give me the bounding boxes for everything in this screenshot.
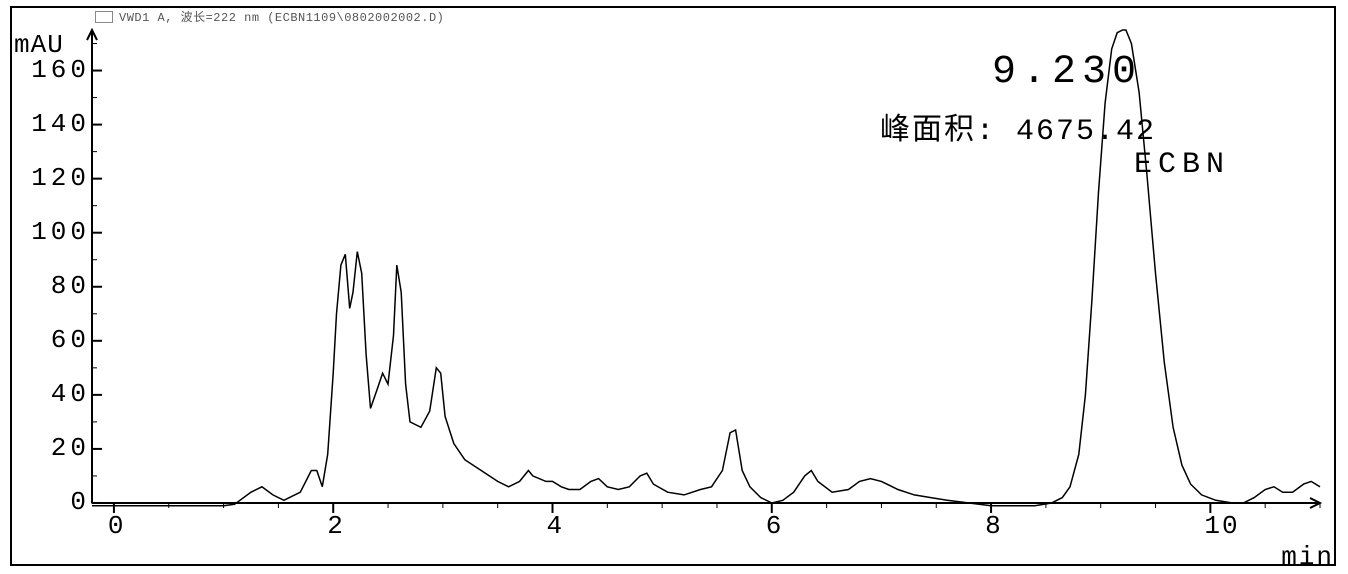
x-tick-label: 2: [327, 511, 345, 541]
x-tick-label: 6: [766, 511, 784, 541]
y-tick-label: 80: [20, 271, 90, 301]
y-tick-label: 120: [20, 163, 90, 193]
x-tick-label: 4: [547, 511, 565, 541]
uv-trace: [92, 30, 1320, 506]
y-tick-label: 100: [20, 217, 90, 247]
y-tick-label: 160: [20, 55, 90, 85]
x-tick-label: 8: [985, 511, 1003, 541]
y-tick-label: 0: [20, 487, 90, 517]
y-tick-label: 60: [20, 325, 90, 355]
x-tick-label: 10: [1204, 511, 1239, 541]
chromatogram-plot: [0, 0, 1348, 574]
y-tick-label: 20: [20, 433, 90, 463]
x-tick-label: 0: [108, 511, 126, 541]
y-tick-label: 40: [20, 379, 90, 409]
y-tick-label: 140: [20, 109, 90, 139]
